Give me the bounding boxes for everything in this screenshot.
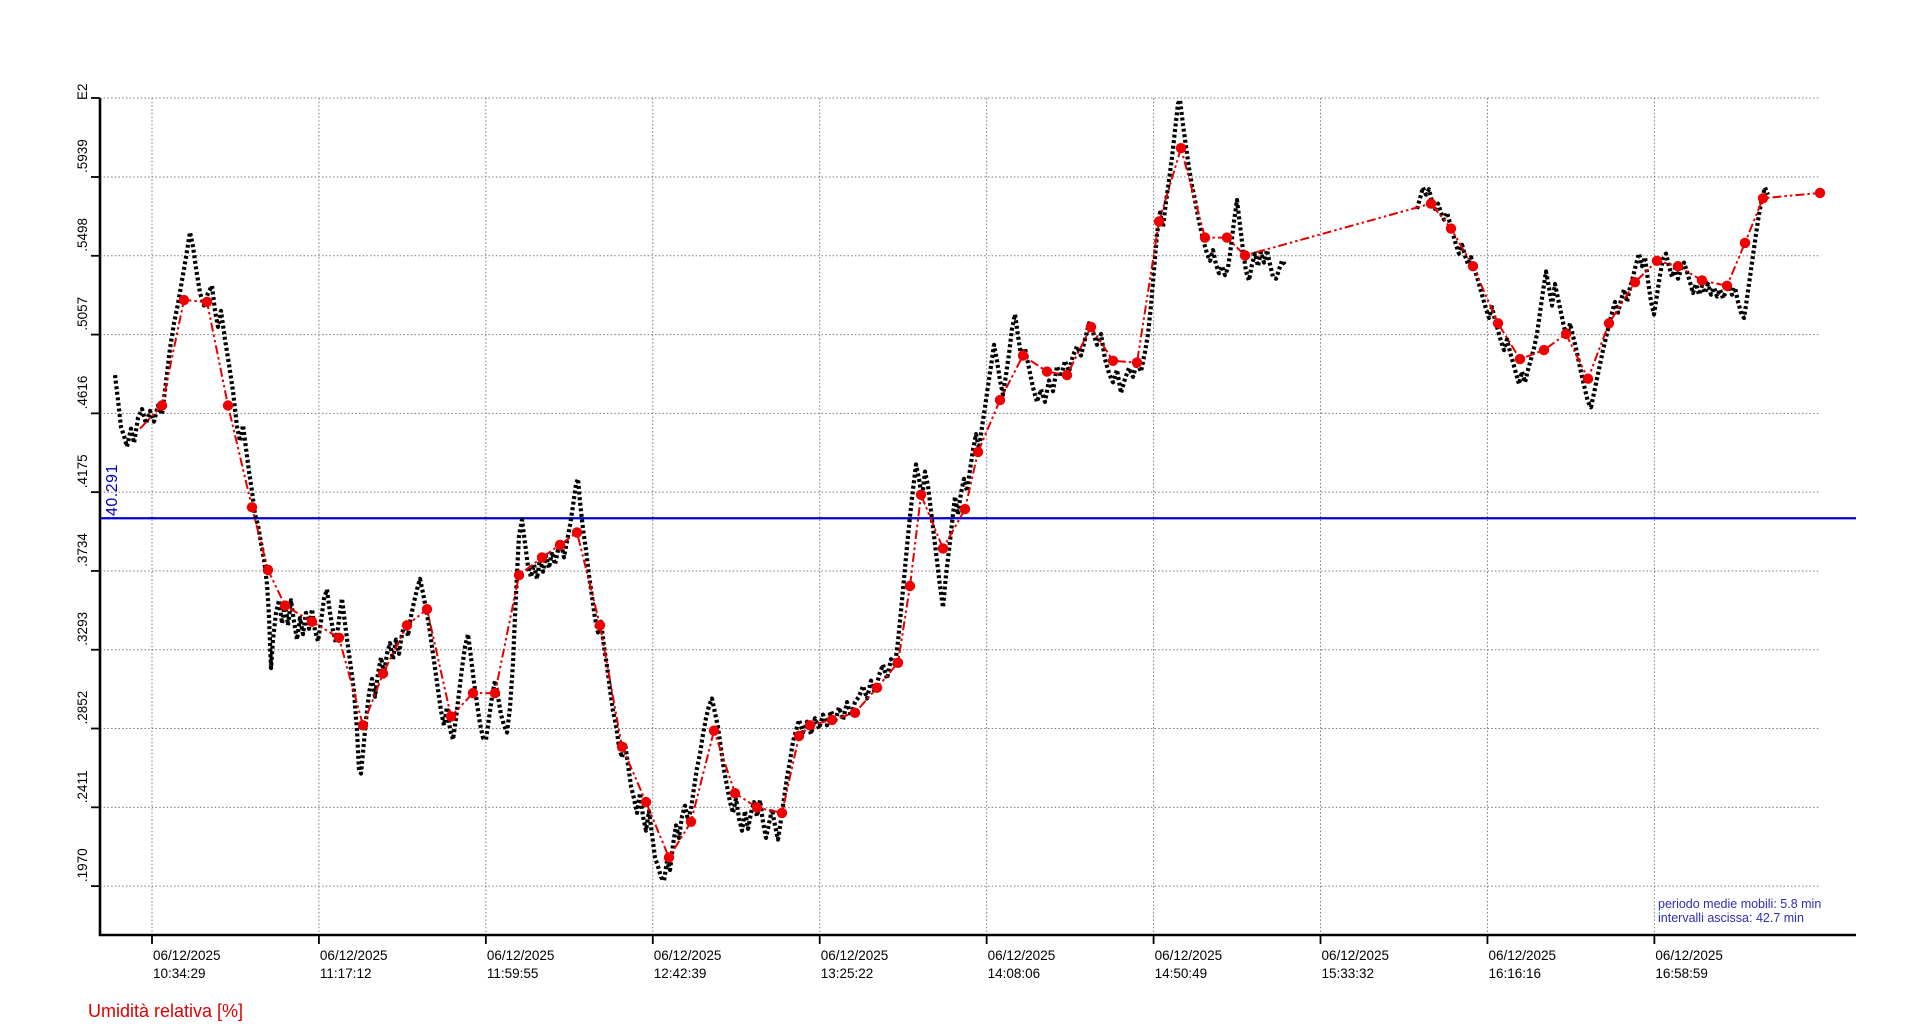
svg-text:06/12/2025: 06/12/2025 xyxy=(821,948,889,963)
svg-text:06/12/2025: 06/12/2025 xyxy=(1155,948,1223,963)
svg-text:14:08:06: 14:08:06 xyxy=(988,966,1041,981)
svg-text:.4175: .4175 xyxy=(75,454,90,488)
svg-text:.1970: .1970 xyxy=(75,848,90,882)
raw-series xyxy=(112,97,1770,883)
svg-text:10:34:29: 10:34:29 xyxy=(153,966,206,981)
svg-text:16:58:59: 16:58:59 xyxy=(1655,966,1708,981)
svg-text:11:17:12: 11:17:12 xyxy=(320,966,372,981)
y-scale-exponent-label: E2 xyxy=(75,83,90,100)
reference-value-label: 40.291 xyxy=(104,464,121,516)
svg-text:15:33:32: 15:33:32 xyxy=(1322,966,1375,981)
y-tick-labels: E2 .5939 .5498 .5057 .4616 .4175 .3734 .3293 .28… xyxy=(75,83,90,882)
svg-text:06/12/2025: 06/12/2025 xyxy=(320,948,388,963)
axes xyxy=(91,97,1856,944)
svg-text:13:25:22: 13:25:22 xyxy=(821,966,874,981)
moving-average-period-text: periodo medie mobili: 5.8 min xyxy=(1658,897,1822,911)
x-tick-labels: 06/12/2025 10:34:29 06/12/2025 11:17:12 06/1… xyxy=(153,948,1723,981)
svg-text:06/12/2025: 06/12/2025 xyxy=(654,948,722,963)
svg-text:06/12/2025: 06/12/2025 xyxy=(1488,948,1556,963)
svg-text:06/12/2025: 06/12/2025 xyxy=(487,948,555,963)
svg-text:11:59:55: 11:59:55 xyxy=(487,966,539,981)
svg-text:06/12/2025: 06/12/2025 xyxy=(988,948,1056,963)
svg-text:.5057: .5057 xyxy=(75,297,90,331)
svg-text:.2411: .2411 xyxy=(75,771,90,804)
moving-average-path xyxy=(139,144,1821,860)
x-interval-text: intervalli ascissa: 42.7 min xyxy=(1658,911,1804,925)
svg-text:.5939: .5939 xyxy=(75,139,90,173)
svg-text:.4616: .4616 xyxy=(75,376,90,410)
svg-text:16:16:16: 16:16:16 xyxy=(1488,966,1541,981)
svg-text:.2852: .2852 xyxy=(75,691,90,725)
svg-text:.3734: .3734 xyxy=(75,533,90,567)
moving-average-note: periodo medie mobili: 5.8 min intervalli… xyxy=(1658,897,1821,925)
svg-text:12:42:39: 12:42:39 xyxy=(654,966,707,981)
svg-text:.3293: .3293 xyxy=(75,612,90,646)
grid xyxy=(100,97,1820,935)
svg-text:14:50:49: 14:50:49 xyxy=(1155,966,1208,981)
svg-text:06/12/2025: 06/12/2025 xyxy=(153,948,221,963)
svg-text:06/12/2025: 06/12/2025 xyxy=(1655,948,1723,963)
moving-average-markers xyxy=(156,143,1826,863)
svg-text:.5498: .5498 xyxy=(75,218,90,252)
svg-text:06/12/2025: 06/12/2025 xyxy=(1322,948,1390,963)
series-label: Umidità relativa [%] xyxy=(88,1001,244,1021)
